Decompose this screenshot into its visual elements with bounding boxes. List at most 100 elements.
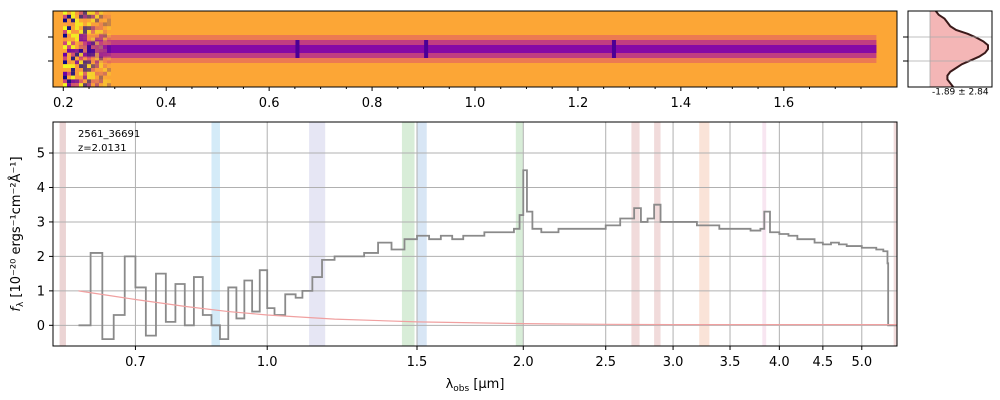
- noise-pixel: [103, 75, 107, 80]
- noise-pixel: [79, 60, 83, 65]
- noise-pixel: [99, 83, 103, 87]
- noise-pixel: [103, 60, 107, 65]
- noise-pixel: [79, 11, 83, 15]
- noise-pixel: [83, 26, 87, 30]
- noise-pixel: [103, 37, 107, 42]
- noise-pixel: [79, 26, 83, 30]
- noise-pixel: [79, 71, 83, 76]
- noise-pixel: [99, 60, 103, 65]
- noise-pixel: [107, 33, 111, 38]
- noise-pixel: [99, 41, 103, 46]
- noise-pixel: [95, 37, 99, 42]
- noise-pixel: [107, 30, 111, 34]
- noise-pixel: [87, 22, 91, 27]
- noise-pixel: [67, 45, 71, 49]
- noise-pixel: [75, 83, 79, 87]
- noise-pixel: [103, 71, 107, 76]
- noise-pixel: [63, 60, 67, 65]
- noise-pixel: [71, 33, 75, 38]
- noise-pixel: [83, 41, 87, 46]
- noise-pixel: [71, 83, 75, 87]
- noise-pixel: [107, 45, 111, 49]
- y-tick-label: 2: [37, 250, 45, 265]
- noise-pixel: [75, 60, 79, 65]
- spectrum-2d-tick-label: 1.4: [671, 96, 692, 111]
- emission-knot: [295, 40, 300, 58]
- noise-pixel: [103, 68, 107, 72]
- spectrum-2d-tick-label: 1.0: [465, 96, 486, 111]
- profile-line: [935, 11, 989, 87]
- noise-pixel: [83, 37, 87, 42]
- noise-pixel: [75, 79, 79, 84]
- noise-pixel: [71, 56, 75, 61]
- noise-pixel: [71, 14, 75, 19]
- noise-pixel: [99, 14, 103, 19]
- noise-pixel: [75, 11, 79, 15]
- spectrum-2d-tick-label: 1.6: [773, 96, 794, 111]
- noise-pixel: [83, 68, 87, 72]
- noise-pixel: [67, 56, 71, 61]
- noise-pixel: [107, 49, 111, 53]
- noise-pixel: [95, 11, 99, 15]
- noise-pixel: [91, 64, 95, 68]
- emission-line-band: [631, 122, 640, 346]
- noise-pixel: [75, 22, 79, 27]
- noise-pixel: [67, 60, 71, 65]
- noise-pixel: [79, 49, 83, 53]
- noise-pixel: [107, 60, 111, 65]
- noise-pixel: [79, 18, 83, 23]
- emission-line-band: [893, 122, 897, 346]
- noise-pixel: [71, 37, 75, 42]
- noise-pixel: [83, 18, 87, 23]
- trace-core: [78, 45, 877, 53]
- noise-pixel: [103, 33, 107, 38]
- noise-pixel: [75, 52, 79, 57]
- noise-pixel: [79, 33, 83, 38]
- noise-pixel: [67, 30, 71, 34]
- noise-pixel: [83, 71, 87, 76]
- noise-pixel: [87, 41, 91, 46]
- noise-pixel: [99, 30, 103, 34]
- noise-pixel: [107, 18, 111, 23]
- noise-pixel: [95, 60, 99, 65]
- noise-pixel: [67, 18, 71, 23]
- noise-pixel: [87, 79, 91, 84]
- noise-pixel: [63, 79, 67, 84]
- noise-pixel: [79, 14, 83, 19]
- noise-pixel: [71, 71, 75, 76]
- noise-pixel: [91, 14, 95, 19]
- x-tick-label: 5.0: [851, 355, 872, 370]
- noise-pixel: [95, 30, 99, 34]
- noise-pixel: [67, 49, 71, 53]
- noise-pixel: [79, 64, 83, 68]
- noise-pixel: [75, 68, 79, 72]
- noise-pixel: [95, 33, 99, 38]
- noise-pixel: [63, 56, 67, 61]
- noise-pixel: [79, 30, 83, 34]
- noise-pixel: [99, 49, 103, 53]
- noise-pixel: [63, 41, 67, 46]
- redshift-label: z=2.0131: [78, 143, 127, 154]
- noise-pixel: [87, 30, 91, 34]
- noise-pixel: [67, 41, 71, 46]
- noise-pixel: [75, 30, 79, 34]
- noise-pixel: [95, 18, 99, 23]
- noise-pixel: [63, 75, 67, 80]
- noise-pixel: [83, 60, 87, 65]
- spectrum-2d-tick-label: 1.2: [568, 96, 589, 111]
- noise-pixel: [67, 71, 71, 76]
- noise-pixel: [91, 75, 95, 80]
- noise-pixel: [91, 49, 95, 53]
- noise-pixel: [79, 79, 83, 84]
- noise-pixel: [99, 37, 103, 42]
- noise-pixel: [71, 18, 75, 23]
- profile-fill: [930, 11, 988, 87]
- noise-pixel: [83, 45, 87, 49]
- emission-knot: [424, 40, 429, 58]
- noise-pixel: [63, 18, 67, 23]
- noise-pixel: [95, 75, 99, 80]
- spectrum-1d-panel: 0.7 1.0 1.5 2.0 2.5 3.0 3.5 4.0 4.5 5.0 0 1 2 3 4 5 256…: [8, 121, 898, 394]
- noise-pixel: [95, 45, 99, 49]
- noise-pixel: [99, 56, 103, 61]
- noise-pixel: [63, 11, 67, 15]
